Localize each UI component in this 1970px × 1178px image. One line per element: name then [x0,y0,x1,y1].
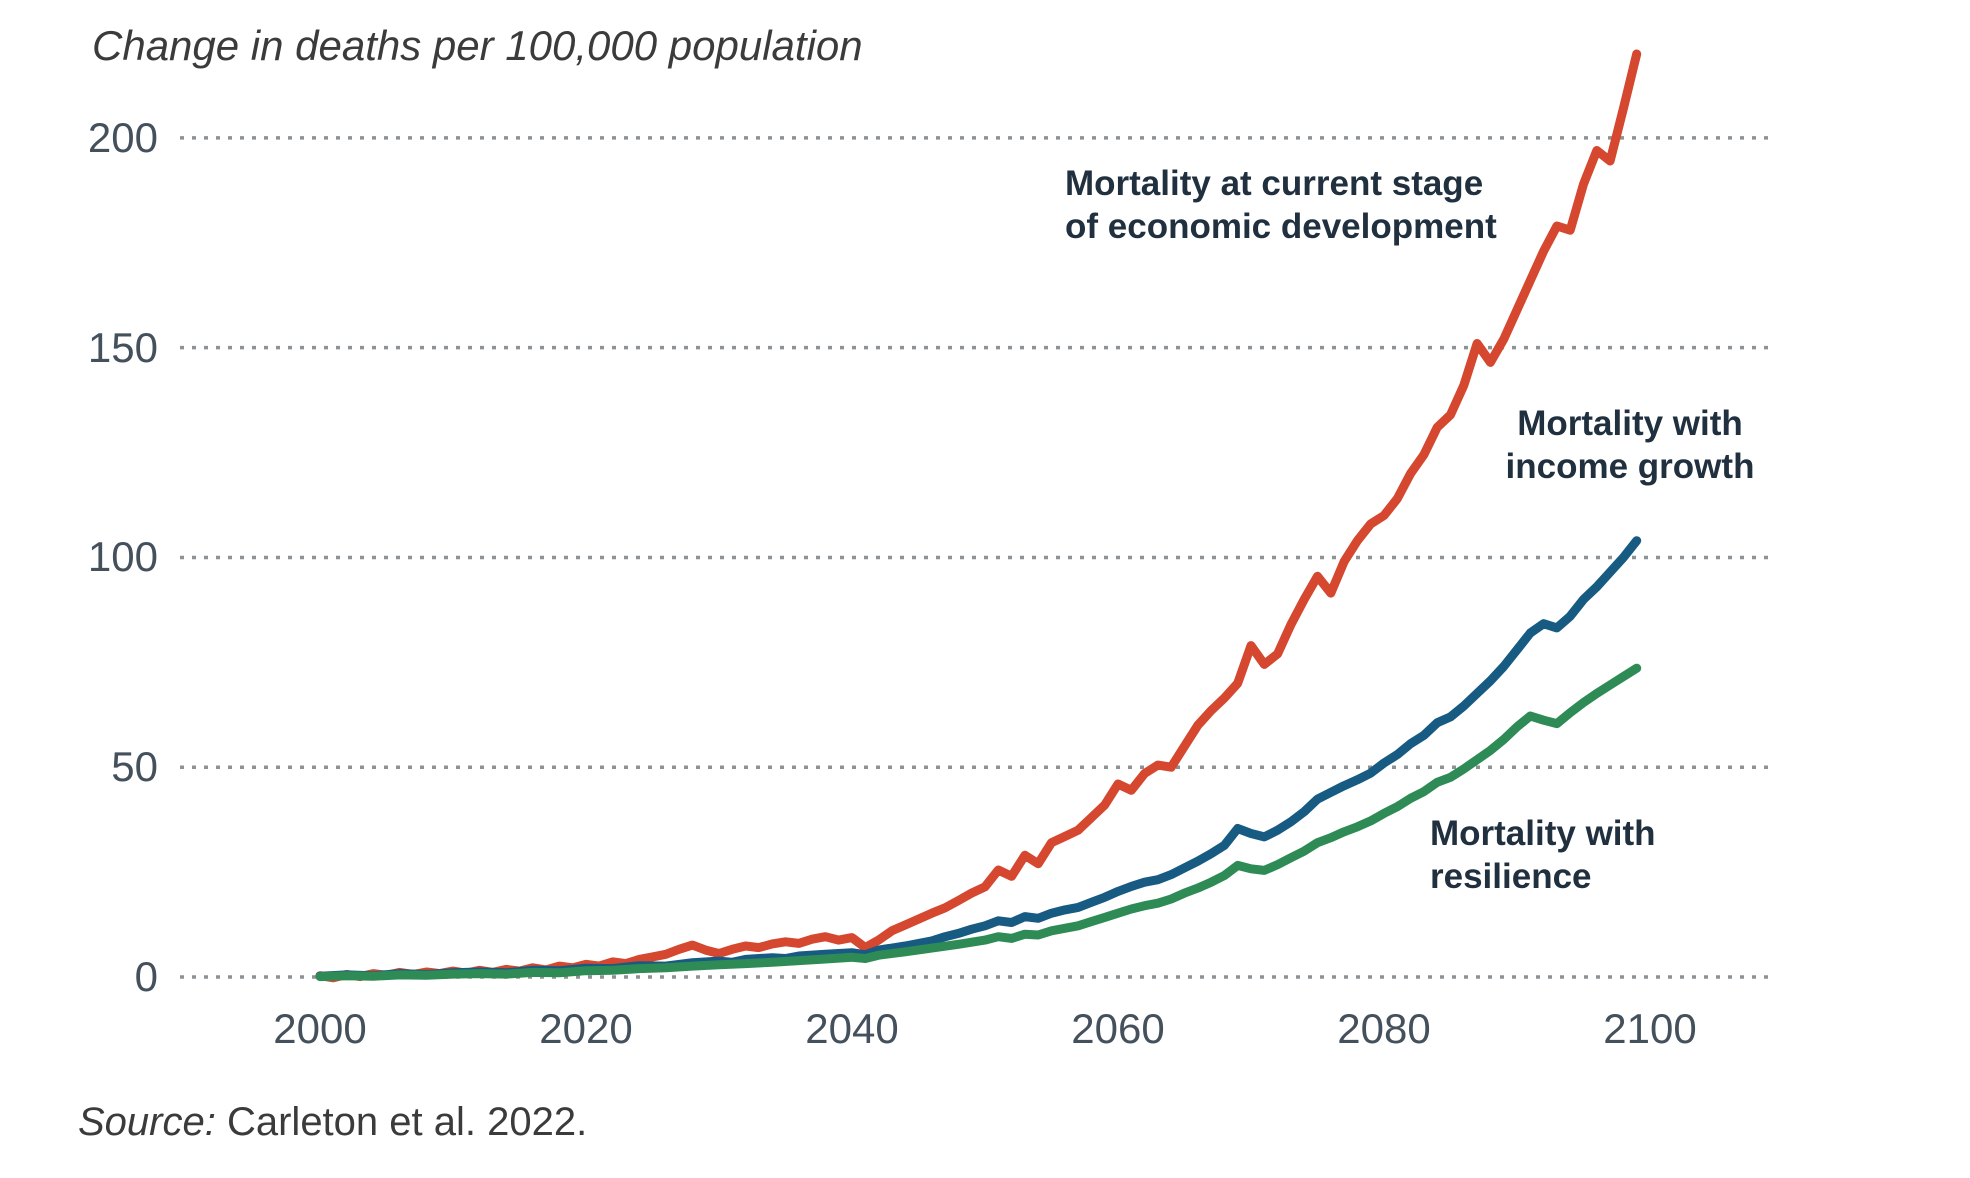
x-tick-label-2080: 2080 [1337,1005,1431,1052]
x-tick-label-2040: 2040 [805,1005,899,1052]
chart-title: Change in deaths per 100,000 population [92,22,863,69]
source-prefix: Source: [78,1100,216,1144]
annotation-resilience-line2: resilience [1430,857,1592,896]
series-line-1 [315,536,1642,981]
annotation-resilience-line1: Mortality with [1430,814,1656,853]
series-lines [315,49,1642,983]
y-tick-label-50: 50 [111,743,158,791]
annotation-current-stage-line2: of economic development [1065,207,1497,246]
x-tick-label-2020: 2020 [539,1005,633,1052]
annotation-current-stage-line1: Mortality at current stage [1065,164,1484,203]
series-line-2 [315,663,1642,982]
source-note: Source: Carleton et al. 2022. [78,1100,587,1145]
y-tick-label-150: 150 [87,323,158,371]
source-text: Carleton et al. 2022. [215,1100,588,1144]
x-tick-label-2060: 2060 [1071,1005,1165,1052]
x-tick-label-2100: 2100 [1603,1005,1697,1052]
y-tick-label-0: 0 [134,953,158,1000]
annotation-income-growth-line1: Mortality with [1517,404,1743,443]
annotation-income-growth: Mortality with income growth [1506,402,1755,488]
x-tick-label-2000: 2000 [273,1005,367,1052]
annotation-current-stage: Mortality at current stage of economic d… [1065,162,1497,248]
annotation-income-growth-line2: income growth [1505,447,1755,486]
y-tick-label-200: 200 [87,113,158,161]
y-tick-label-100: 100 [87,533,158,581]
annotation-resilience: Mortality with resilience [1430,812,1656,898]
